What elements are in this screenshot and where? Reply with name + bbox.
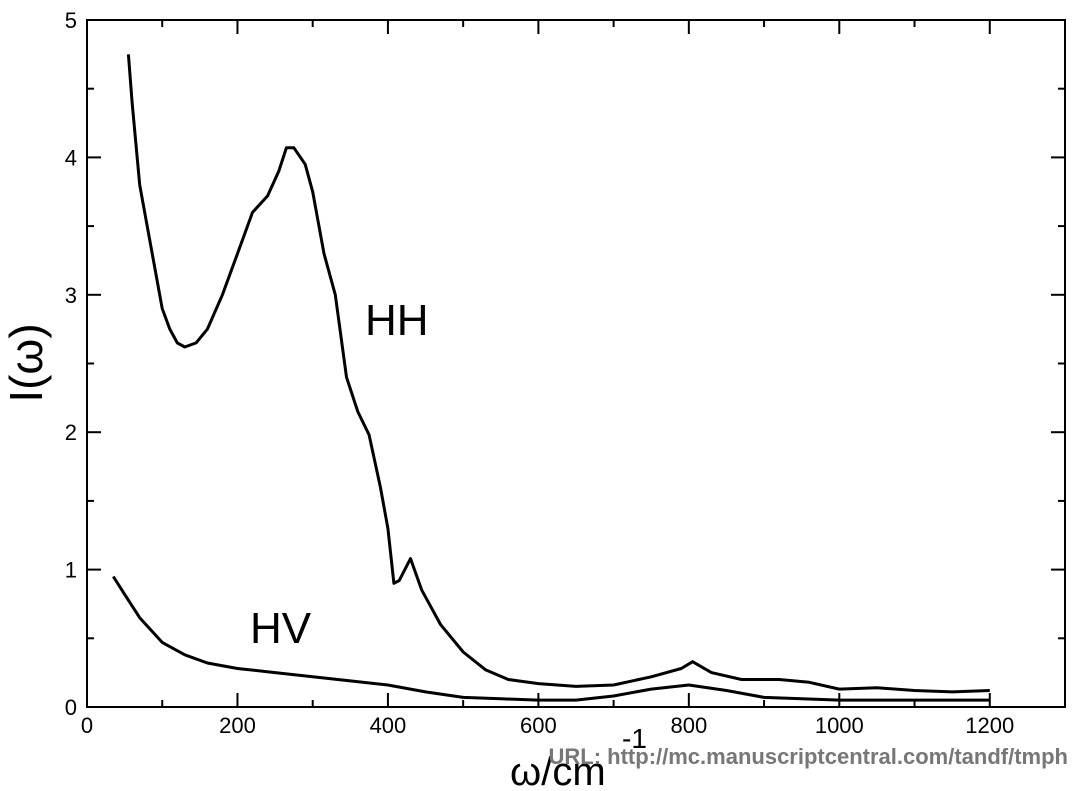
- watermark: URL: http://mc.manuscriptcentral.com/tan…: [549, 744, 1068, 769]
- x-axis-label-exponent: -1: [622, 723, 647, 754]
- y-tick-label: 5: [65, 8, 77, 33]
- y-axis-label: I(ω): [0, 323, 52, 402]
- y-tick-label: 2: [65, 420, 77, 445]
- plot-frame: [86, 19, 1066, 708]
- annotation: HV: [250, 604, 312, 653]
- x-axis-label: ω/cm: [510, 750, 606, 791]
- annotation: HH: [365, 296, 429, 345]
- y-tick-label: 0: [65, 695, 77, 720]
- x-tick-label: 200: [219, 713, 256, 738]
- y-tick-label: 3: [65, 283, 77, 308]
- x-tick-label: 800: [670, 713, 707, 738]
- x-tick-label: 1000: [815, 713, 864, 738]
- y-tick-label: 4: [65, 145, 77, 170]
- x-tick-label: 0: [81, 713, 93, 738]
- x-tick-label: 400: [370, 713, 407, 738]
- x-tick-label: 600: [520, 713, 557, 738]
- data-line: [112, 575, 990, 702]
- y-tick-label: 1: [65, 558, 77, 583]
- x-tick-label: 1200: [965, 713, 1014, 738]
- data-line: [126, 54, 990, 694]
